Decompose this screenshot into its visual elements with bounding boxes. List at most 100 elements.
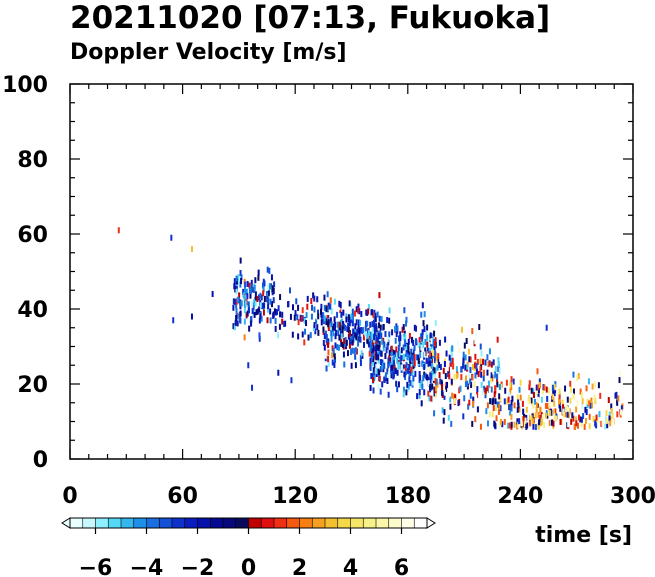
- data-point: [420, 311, 423, 318]
- data-point: [338, 344, 341, 351]
- data-point: [497, 408, 500, 415]
- data-point: [422, 341, 425, 348]
- data-point: [533, 398, 536, 405]
- data-point: [346, 326, 349, 333]
- data-point: [509, 403, 512, 410]
- data-point: [498, 421, 501, 428]
- data-point: [554, 390, 557, 397]
- data-point: [405, 316, 408, 323]
- data-point: [587, 378, 590, 385]
- data-point: [259, 292, 262, 299]
- data-point: [378, 341, 381, 348]
- colorbar-swatch: [311, 517, 326, 529]
- data-point: [408, 332, 411, 339]
- data-point: [272, 297, 275, 304]
- data-point: [332, 330, 335, 337]
- data-point: [563, 411, 566, 418]
- data-point: [355, 347, 358, 354]
- data-point: [585, 385, 588, 392]
- data-point: [407, 367, 410, 374]
- data-point: [235, 285, 238, 292]
- data-point: [349, 317, 352, 324]
- data-point: [371, 373, 374, 380]
- data-point: [476, 359, 479, 366]
- data-point: [376, 331, 379, 338]
- data-point: [330, 308, 333, 315]
- data-point: [489, 398, 492, 405]
- data-point: [233, 298, 236, 305]
- data-point: [576, 399, 579, 406]
- data-point: [410, 366, 413, 373]
- data-point: [552, 420, 555, 427]
- data-point: [334, 342, 337, 349]
- data-point: [538, 414, 541, 421]
- data-point: [535, 390, 538, 397]
- data-point: [589, 402, 592, 409]
- data-point: [327, 325, 330, 332]
- data-point: [330, 321, 333, 328]
- data-point: [311, 304, 314, 311]
- data-point: [248, 287, 251, 294]
- data-point: [350, 349, 353, 356]
- data-point: [308, 315, 311, 322]
- data-point: [473, 362, 476, 369]
- data-point: [419, 374, 422, 381]
- data-point: [588, 423, 591, 430]
- data-point: [388, 331, 391, 338]
- y-tick-label: 40: [17, 298, 48, 323]
- data-point: [324, 330, 327, 337]
- data-point: [367, 304, 370, 311]
- data-point: [327, 349, 330, 356]
- data-point: [351, 347, 354, 354]
- data-point: [429, 373, 432, 380]
- data-point: [463, 395, 466, 402]
- data-point: [412, 349, 415, 356]
- data-point: [232, 323, 235, 330]
- data-point: [270, 301, 273, 308]
- data-point: [469, 392, 472, 399]
- data-point: [421, 360, 424, 367]
- data-point: [398, 340, 401, 347]
- data-point: [297, 304, 300, 311]
- colorbar-swatch: [299, 517, 313, 529]
- data-point: [358, 327, 361, 334]
- data-point: [608, 415, 611, 422]
- data-point: [350, 301, 353, 308]
- data-point: [488, 360, 491, 367]
- data-point: [600, 420, 603, 427]
- data-point: [549, 410, 552, 417]
- data-point: [353, 347, 356, 354]
- data-point: [474, 416, 477, 423]
- colorbar-swatch: [82, 517, 97, 529]
- data-point: [501, 421, 504, 428]
- data-point: [577, 422, 580, 429]
- data-point: [412, 363, 415, 370]
- data-point: [530, 387, 533, 394]
- data-point: [420, 344, 423, 351]
- data-point: [387, 362, 390, 369]
- data-point: [117, 227, 120, 234]
- data-point: [536, 401, 539, 408]
- data-point: [262, 302, 265, 309]
- data-point: [357, 303, 360, 310]
- data-point: [233, 283, 236, 290]
- data-point: [414, 338, 417, 345]
- data-point: [562, 404, 565, 411]
- data-point: [588, 413, 591, 420]
- colorbar-swatch: [350, 517, 364, 529]
- data-point: [492, 359, 495, 366]
- data-point: [289, 287, 292, 294]
- y-tick-label: 80: [17, 148, 48, 173]
- data-point: [431, 362, 434, 369]
- x-tick-label: 120: [272, 484, 318, 509]
- data-point: [581, 402, 584, 409]
- data-point: [422, 320, 425, 327]
- data-point: [358, 308, 361, 315]
- data-point: [408, 364, 411, 371]
- data-point: [417, 342, 420, 349]
- data-point: [262, 290, 265, 297]
- data-point: [564, 406, 567, 413]
- colorbar-swatch: [120, 517, 135, 529]
- data-point: [374, 312, 377, 319]
- data-point: [305, 312, 308, 319]
